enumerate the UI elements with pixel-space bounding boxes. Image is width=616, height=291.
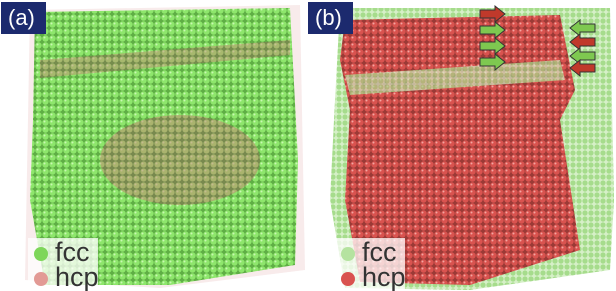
panel-a: (a) fcc hcp bbox=[1, 2, 305, 291]
legend-swatch bbox=[34, 247, 48, 261]
legend-swatch bbox=[341, 272, 355, 286]
figure: (a) fcc hcp (b) fcc hcp bbox=[0, 0, 616, 291]
panel-b: (b) fcc hcp bbox=[308, 2, 614, 291]
panel-label: (b) bbox=[315, 5, 342, 30]
hcp-region bbox=[100, 115, 260, 205]
legend-text: hcp bbox=[55, 262, 99, 291]
legend-swatch bbox=[341, 247, 355, 261]
legend-text: hcp bbox=[362, 262, 406, 291]
panel-label: (a) bbox=[8, 5, 35, 30]
legend-swatch bbox=[34, 272, 48, 286]
